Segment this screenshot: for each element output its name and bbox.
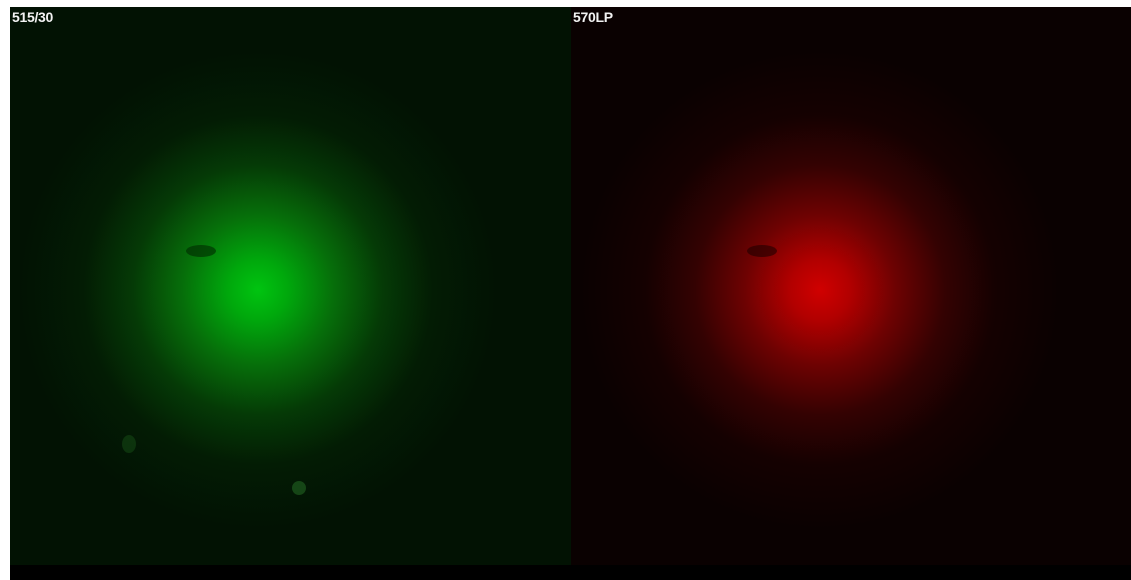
image-viewer: 515/30 570LP [10,7,1131,580]
panel-label: 570LP [573,9,613,25]
image-panel: 515/30 [10,7,571,565]
image-panel: 570LP [571,7,1131,565]
panel-label: 515/30 [12,9,53,25]
particle [122,435,136,453]
particle [186,245,216,257]
particle [747,245,777,257]
page: 515/30 570LP (() => { const data = JSON.… [0,0,1131,580]
particle [292,481,306,495]
